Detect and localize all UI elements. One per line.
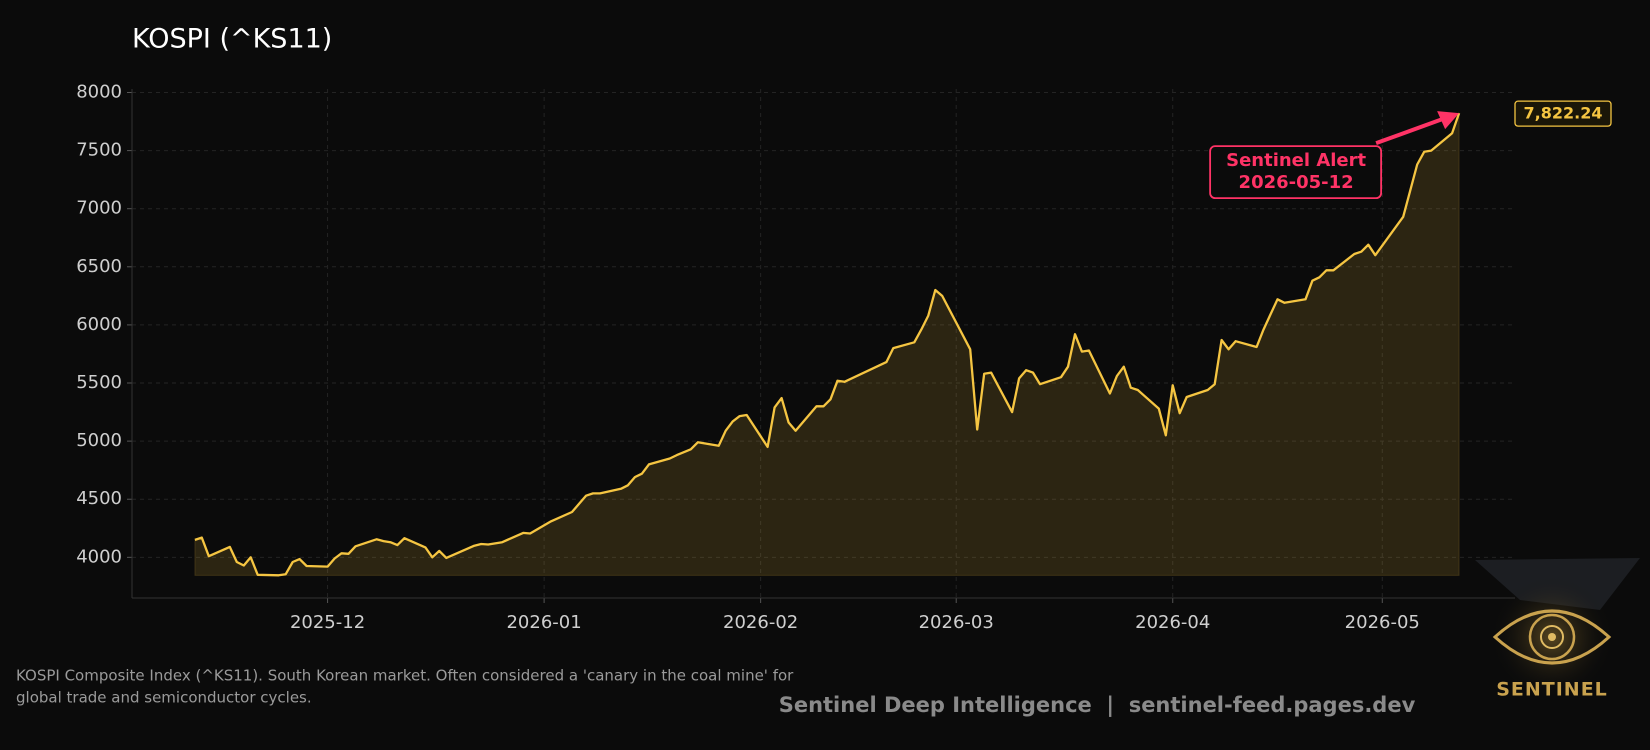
x-tick-label: 2026-04	[1135, 612, 1210, 633]
annotation-arrow	[1375, 116, 1446, 146]
value-label-box	[1514, 100, 1612, 127]
annotation-arrowhead	[1437, 111, 1460, 130]
x-tick-label: 2026-02	[723, 612, 798, 633]
y-tick-label: 7500	[76, 140, 122, 161]
logo-eye	[1492, 609, 1612, 665]
annotation-box	[1209, 145, 1383, 200]
line	[194, 112, 1461, 577]
credit: Sentinel Deep Intelligence | sentinel-fe…	[779, 693, 1416, 718]
y-tick-label: 4000	[76, 546, 122, 567]
annotation-text: Sentinel Alert	[1226, 150, 1366, 171]
plot: 4000 4500 5000 5500 6000 6500 7000 7500 8000 2025…	[76, 81, 1515, 633]
logo: SENTINEL	[1475, 558, 1640, 701]
y-tick-label: 6000	[76, 314, 122, 335]
annotation-text: 2026-05-12	[1239, 172, 1354, 193]
logo-pupil	[1548, 633, 1556, 641]
x-tick-label: 2026-03	[919, 612, 994, 633]
logo-iris	[1528, 613, 1576, 661]
chart-title: KOSPI (^KS11)	[132, 24, 332, 55]
y-tick-label: 8000	[76, 81, 122, 102]
footnote-line: global trade and semiconductor cycles.	[16, 689, 312, 707]
y-tick-label: 5500	[76, 372, 122, 393]
x-tick-label: 2026-05	[1345, 612, 1420, 633]
logo-text: SENTINEL	[1496, 679, 1608, 701]
x-tick-label: 2025-12	[290, 612, 365, 633]
y-tick-label: 4500	[76, 488, 122, 509]
y-tick-label: 7000	[76, 198, 122, 219]
footnote-line: KOSPI Composite Index (^KS11). South Kor…	[16, 667, 794, 685]
x-tick-label: 2026-01	[506, 612, 581, 633]
y-tick-label: 5000	[76, 430, 122, 451]
value-label: 7,822.24	[1524, 104, 1603, 123]
y-tick-label: 6500	[76, 256, 122, 277]
logo-pupil-ring	[1540, 625, 1564, 649]
